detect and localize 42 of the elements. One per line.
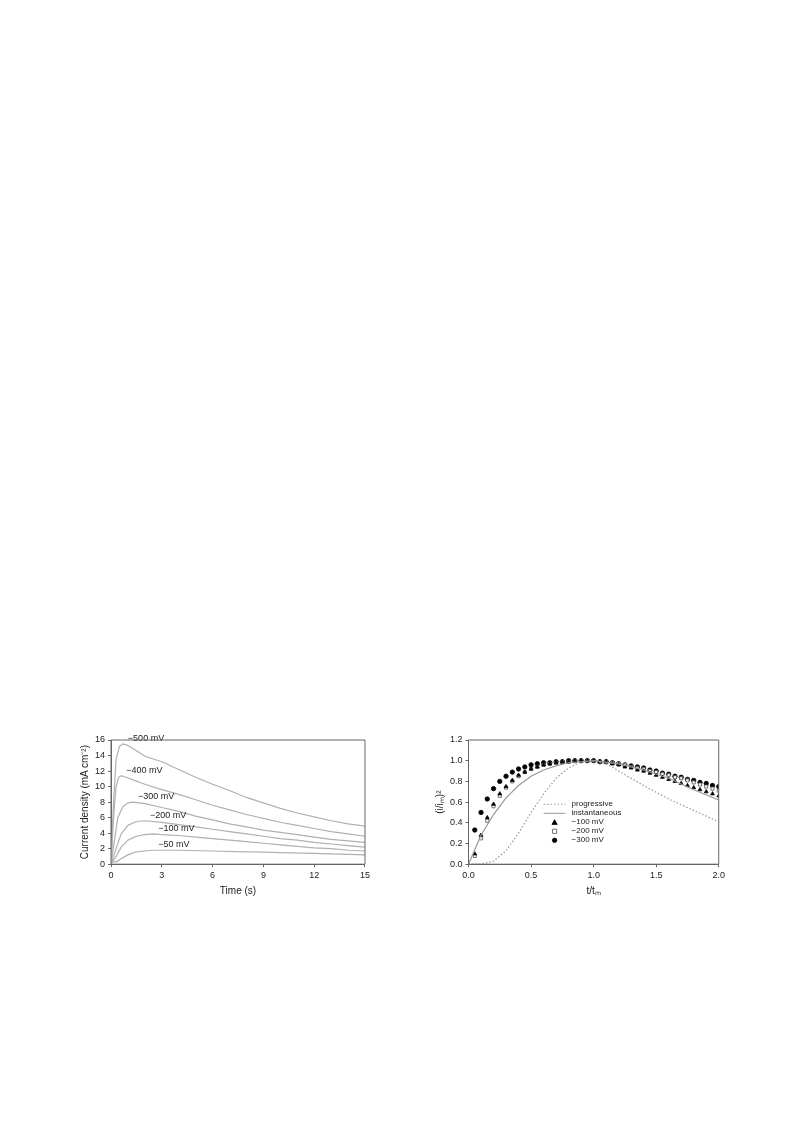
series-label: −300 mV xyxy=(138,791,175,802)
y-tick-label: 16 xyxy=(95,734,106,745)
x-tick-label: 12 xyxy=(309,870,320,881)
x-tick-label: 3 xyxy=(159,870,165,881)
y-tick-label: 0.8 xyxy=(450,775,463,786)
y-tick-label: 0 xyxy=(100,858,106,869)
y-axis-title: (i/iₘ)² xyxy=(433,789,445,814)
x-tick-label: 6 xyxy=(210,870,216,881)
series-label: −100 mV xyxy=(158,822,195,833)
x-tick-label: 0.0 xyxy=(462,870,475,881)
y-tick-label: 6 xyxy=(100,812,106,823)
x-tick-label: 1.0 xyxy=(587,870,600,881)
y-tick-label: 1.2 xyxy=(450,734,463,745)
legend-label: progressive xyxy=(571,799,614,809)
y-tick-label: 10 xyxy=(95,781,106,792)
y-tick-label: 2 xyxy=(100,843,106,854)
y-tick-label: 14 xyxy=(95,750,106,761)
series-label: −200 mV xyxy=(149,809,187,820)
legend-label: −100 mV xyxy=(571,817,605,827)
y-tick-label: 0.4 xyxy=(450,817,463,828)
y-tick-label: 0.2 xyxy=(450,837,463,848)
legend-label: −300 mV xyxy=(571,835,605,845)
x-axis-title: t/tₘ xyxy=(586,884,601,896)
x-axis-title: Time (s) xyxy=(219,884,257,896)
x-tick-label: 1.5 xyxy=(649,870,663,881)
x-tick-label: 0.5 xyxy=(524,870,538,881)
y-tick-label: 8 xyxy=(100,796,106,807)
legend-label: −200 mV xyxy=(571,826,605,836)
series-label: −50 mV xyxy=(158,839,190,850)
y-tick-label: 0.0 xyxy=(450,858,463,869)
y-tick-label: 1.0 xyxy=(450,755,463,766)
y-axis-title: Current density (mA cm⁻²) xyxy=(78,745,90,860)
x-tick-label: 0 xyxy=(108,870,114,881)
x-tick-label: 15 xyxy=(359,870,370,881)
x-tick-label: 2.0 xyxy=(712,870,725,881)
y-tick-label: 12 xyxy=(95,765,106,776)
legend-label: instantaneous xyxy=(571,808,622,818)
series-label: −500 mV xyxy=(127,732,165,743)
y-tick-label: 4 xyxy=(100,827,106,838)
y-tick-label: 0.6 xyxy=(450,796,463,807)
x-tick-label: 9 xyxy=(260,870,266,881)
series-label: −400 mV xyxy=(126,764,163,775)
